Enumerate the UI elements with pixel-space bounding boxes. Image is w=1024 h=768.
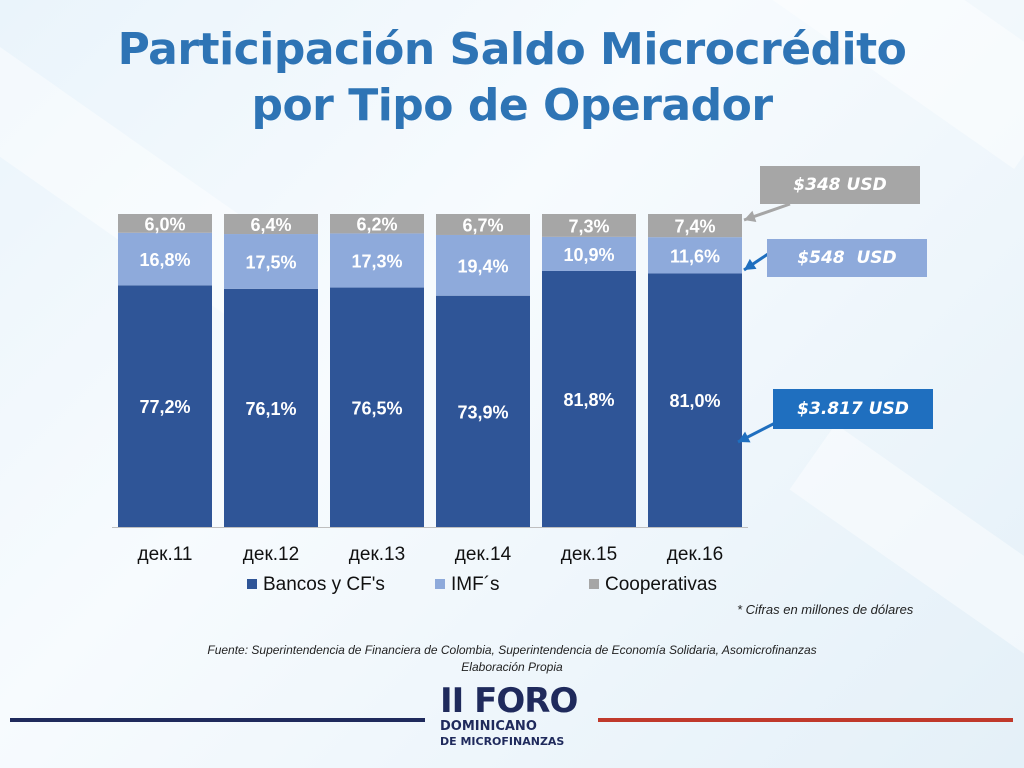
bar-segment — [330, 233, 424, 288]
legend-swatch — [435, 579, 445, 589]
bar-segment — [224, 214, 318, 235]
data-label: 76,1% — [245, 399, 296, 419]
arrow-bancos-head — [738, 431, 751, 443]
data-label: 11,6% — [670, 246, 720, 266]
legend-label: Cooperativas — [605, 574, 717, 595]
source-line-2: Elaboración Propia — [461, 660, 563, 674]
x-tick-label: дек.15 — [561, 544, 617, 565]
decorative-line-right — [598, 718, 1013, 722]
bar-segment — [118, 232, 212, 286]
data-label: 10,9% — [563, 245, 614, 265]
legend-swatch — [247, 579, 257, 589]
bar-segment — [224, 234, 318, 289]
legend-swatch — [589, 579, 599, 589]
title-line-1: Participación Saldo Microcrédito — [117, 24, 907, 75]
callout-bancos: $3.817 USD — [773, 389, 933, 429]
legend-label: IMF´s — [451, 574, 500, 595]
data-label: 6,0% — [144, 214, 185, 234]
foro-logo: II FORO DOMINICANO DE MICROFINANZAS — [440, 683, 590, 763]
bar-segment — [224, 288, 318, 527]
data-label: 7,4% — [674, 217, 715, 237]
callout-cooperativas: $348 USD — [760, 166, 920, 204]
x-tick-label: дек.13 — [349, 544, 405, 565]
bar-segment — [542, 236, 636, 271]
data-label: 17,5% — [245, 252, 296, 272]
source-line-1: Fuente: Superintendencia de Financiera d… — [207, 643, 817, 657]
legend-label: Bancos y CF's — [263, 574, 385, 595]
data-label: 6,4% — [250, 215, 291, 235]
data-label: 19,4% — [457, 256, 508, 276]
data-label: 7,3% — [568, 216, 609, 236]
footnote: * Cifras en millones de dólares — [737, 602, 914, 617]
source-text: Fuente: Superintendencia de Financiera d… — [0, 642, 1024, 676]
bar-segment — [118, 214, 212, 233]
x-tick-label: дек.12 — [243, 544, 299, 565]
page-title: Participación Saldo Microcrédito por Tip… — [0, 22, 1024, 134]
bar-segment — [542, 270, 636, 527]
bar-segment — [330, 214, 424, 234]
bar-segment — [648, 273, 742, 527]
data-label: 17,3% — [351, 251, 402, 271]
bar-segment — [436, 234, 530, 296]
callout-imfs: $548 USD — [767, 239, 927, 277]
arrow-cooperativas-head — [744, 210, 757, 223]
bar-segment — [436, 214, 530, 235]
stacked-bar-chart: 77,2% 16,8% 6,0% дек.11 76,1% 17,5% 6,4% дек.12… — [112, 202, 791, 595]
bar-segment — [648, 214, 742, 238]
logo-line-3: DE MICROFINANZAS — [440, 735, 565, 748]
data-label: 6,2% — [356, 215, 397, 235]
bar-segment — [648, 237, 742, 274]
x-tick-label: дек.16 — [667, 544, 723, 565]
x-tick-label: дек.11 — [138, 544, 193, 565]
bar-segment — [436, 295, 530, 527]
title-line-2: por Tipo de Operador — [251, 80, 773, 131]
data-label: 81,8% — [563, 390, 614, 410]
data-label: 81,0% — [669, 391, 720, 411]
bar-segment — [542, 214, 636, 237]
x-tick-label: дек.14 — [455, 544, 512, 565]
data-label: 77,2% — [139, 397, 190, 417]
bar-segment — [330, 287, 424, 527]
decorative-line-left — [10, 718, 425, 722]
arrow-imfs-head — [744, 258, 757, 270]
data-label: 76,5% — [351, 398, 402, 418]
data-label: 73,9% — [457, 402, 508, 422]
logo-line-1: II FORO — [440, 681, 578, 721]
data-label: 16,8% — [139, 250, 190, 270]
logo-line-2: DOMINICANO — [440, 719, 537, 734]
bar-segment — [118, 285, 212, 527]
data-label: 6,7% — [462, 215, 503, 235]
